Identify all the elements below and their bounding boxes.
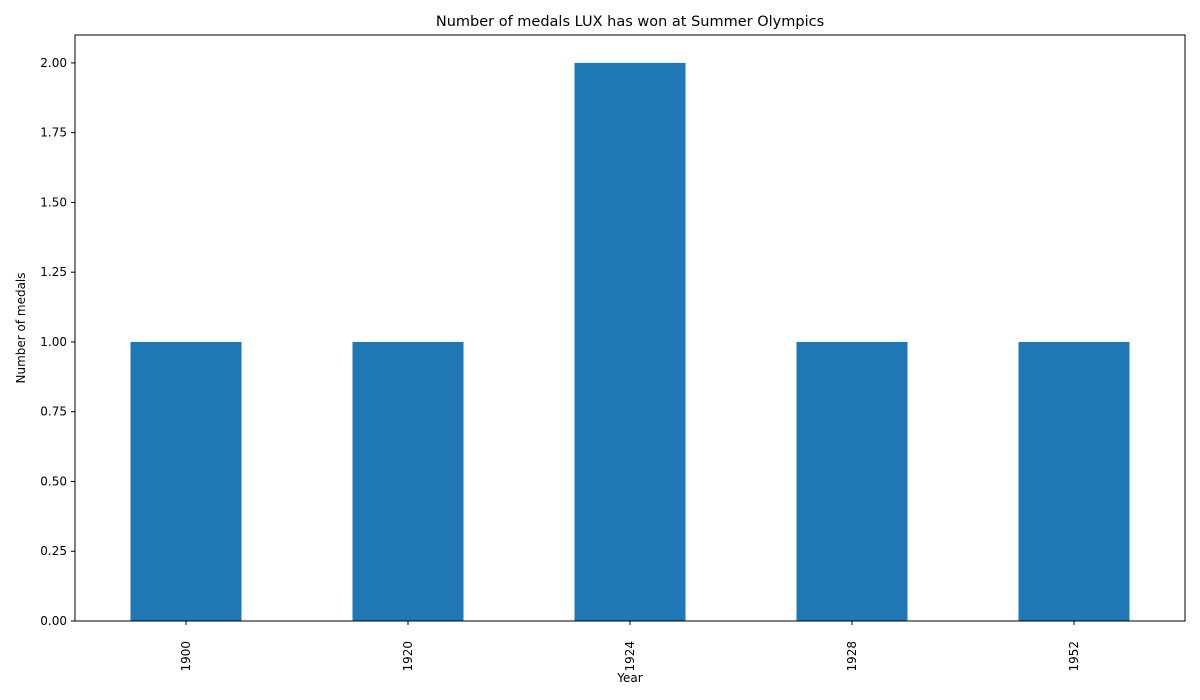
x-tick-label: 1920 [401,641,415,672]
x-tick-label: 1952 [1067,641,1081,672]
y-tick-label: 1.75 [40,126,67,140]
y-tick-label: 1.25 [40,265,67,279]
bar-1952 [1018,341,1130,621]
bar-1920 [352,341,464,621]
chart-title: Number of medals LUX has won at Summer O… [436,14,824,30]
plot-frame [74,34,1186,622]
y-tick-label: 0.25 [40,544,67,558]
x-tick-label: 1900 [179,641,193,672]
x-tick-label: 1928 [845,641,859,672]
x-tick-label: 1924 [623,641,637,672]
y-axis-ticks: 0.00 0.25 0.50 0.75 1.00 1.25 1.50 1.75 2.00 [40,56,75,628]
bar-1928 [796,341,908,621]
x-axis-label: Year [616,671,642,685]
y-tick-label: 1.00 [40,335,67,349]
x-axis-ticks: 1900 1920 1924 1928 1952 [179,621,1081,672]
bar-1900 [130,341,242,621]
y-tick-label: 2.00 [40,56,67,70]
y-tick-label: 0.00 [40,614,67,628]
bars-layer [130,62,1130,621]
y-axis-label: Number of medals [14,272,28,383]
y-tick-label: 0.50 [40,474,67,488]
bar-1924 [574,62,686,621]
y-tick-label: 0.75 [40,405,67,419]
y-tick-label: 1.50 [40,195,67,209]
